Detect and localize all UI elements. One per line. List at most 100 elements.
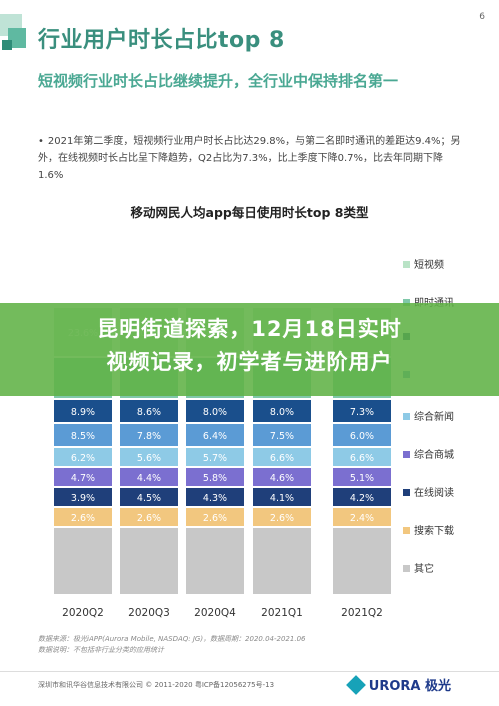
bar-segment — [253, 528, 311, 594]
body-text: 2021年第二季度，短视频行业用户时长占比达29.8%，与第二名即时通讯的差距达… — [38, 136, 461, 181]
data-label: 8.9% — [71, 407, 95, 418]
bar-segment — [54, 528, 112, 594]
bar-segment — [333, 508, 391, 526]
bar-segment — [186, 424, 244, 446]
legend-label: 短视频 — [414, 260, 444, 271]
category-label: 2020Q2 — [62, 607, 104, 619]
bar-segment — [253, 424, 311, 446]
bar-segment — [186, 508, 244, 526]
data-label: 2.6% — [137, 513, 161, 524]
data-label: 4.6% — [270, 473, 294, 484]
legend-label: 在线阅读 — [414, 488, 454, 499]
copyright-text: 深圳市和讯华谷信息技术有限公司 © 2011-2020 粤ICP备1205627… — [38, 681, 275, 689]
data-label: 2.4% — [350, 513, 374, 524]
data-label: 2.6% — [270, 513, 294, 524]
bar-segment — [54, 424, 112, 446]
legend-swatch — [403, 489, 410, 496]
bar-segment — [54, 508, 112, 526]
data-label: 8.6% — [137, 407, 161, 418]
bar-segment — [333, 448, 391, 466]
bar-segment — [120, 508, 178, 526]
data-label: 6.6% — [350, 453, 374, 464]
bar-segment — [186, 400, 244, 422]
legend-label: 综合新闻 — [414, 412, 454, 423]
data-label: 4.3% — [203, 493, 227, 504]
data-label: 4.4% — [137, 473, 161, 484]
bar-segment — [253, 400, 311, 422]
data-label: 8.0% — [203, 407, 227, 418]
overlay-line-2: 视频记录，初学者与进阶用户 — [106, 350, 393, 374]
data-label: 7.5% — [270, 431, 294, 442]
bar-segment — [333, 424, 391, 446]
legend-label: 综合商城 — [414, 450, 454, 461]
bar-segment — [333, 488, 391, 506]
legend-swatch — [403, 527, 410, 534]
bar-segment — [120, 448, 178, 466]
footer-divider — [0, 671, 499, 672]
data-label: 2.6% — [203, 513, 227, 524]
data-label: 6.6% — [270, 453, 294, 464]
data-label: 5.7% — [203, 453, 227, 464]
category-label: 2021Q2 — [341, 607, 383, 619]
data-label: 4.5% — [137, 493, 161, 504]
bar-segment — [54, 448, 112, 466]
legend-swatch — [403, 451, 410, 458]
category-label: 2020Q4 — [194, 607, 236, 619]
bar-segment — [333, 528, 391, 594]
data-label: 4.7% — [71, 473, 95, 484]
data-label: 4.2% — [350, 493, 374, 504]
legend-swatch — [403, 565, 410, 572]
legend-label: 搜索下载 — [414, 526, 454, 537]
legend-item: 其它 — [403, 560, 434, 575]
bar-segment — [186, 488, 244, 506]
data-label: 4.1% — [270, 493, 294, 504]
footer-logo: URORA 极光 — [345, 675, 451, 695]
data-label: 6.2% — [71, 453, 95, 464]
bar-segment — [333, 400, 391, 422]
overlay-text: 昆明街道探索，12月18日实时 视频记录，初学者与进阶用户 — [0, 313, 499, 379]
bar-segment — [333, 468, 391, 486]
bar-segment — [54, 488, 112, 506]
bar-segment — [120, 424, 178, 446]
category-label: 2021Q1 — [261, 607, 303, 619]
legend-item: 综合商城 — [403, 446, 454, 461]
overlay-banner — [0, 303, 499, 396]
data-label: 5.6% — [137, 453, 161, 464]
bar-segment — [186, 448, 244, 466]
page-title: 行业用户时长占比top 8 — [38, 28, 285, 53]
bar-segment — [120, 488, 178, 506]
bar-segment — [253, 468, 311, 486]
legend-item: 在线阅读 — [403, 484, 454, 499]
bar-segment — [120, 400, 178, 422]
data-label: 6.0% — [350, 431, 374, 442]
overlay-line-1: 昆明街道探索，12月18日实时 — [97, 317, 402, 341]
source-line-2: 数据说明：不包括非行业分类的应用统计 — [38, 646, 164, 654]
source-line-1: 数据来源：极光iAPP(Aurora Mobile, NASDAQ: JG)，数… — [38, 635, 306, 643]
bar-segment — [120, 468, 178, 486]
legend-item: 搜索下载 — [403, 522, 454, 537]
data-label: 7.3% — [350, 407, 374, 418]
data-label: 2.6% — [71, 513, 95, 524]
data-label: 6.4% — [203, 431, 227, 442]
legend-item: 短视频 — [403, 256, 444, 271]
data-label: 5.8% — [203, 473, 227, 484]
bar-segment — [253, 508, 311, 526]
body-paragraph: • 2021年第二季度，短视频行业用户时长占比达29.8%，与第二名即时通讯的差距… — [38, 133, 468, 184]
bar-segment — [54, 400, 112, 422]
bar-segment — [186, 528, 244, 594]
data-label: 3.9% — [71, 493, 95, 504]
page-number: 6 — [479, 12, 485, 22]
chart-title: 移动网民人均app每日使用时长top 8类型 — [130, 205, 369, 220]
bar-segment — [120, 528, 178, 594]
category-label: 2020Q3 — [128, 607, 170, 619]
legend-item: 综合新闻 — [403, 408, 454, 423]
legend-swatch — [403, 261, 410, 268]
legend-swatch — [403, 299, 410, 306]
legend-label: 其它 — [414, 564, 434, 575]
brand-mark-icon — [0, 14, 26, 50]
data-label: 8.0% — [270, 407, 294, 418]
logo-text: URORA 极光 — [368, 679, 451, 694]
bar-segment — [54, 468, 112, 486]
page-subtitle: 短视频行业时长占比继续提升，全行业中保持排名第一 — [38, 72, 399, 90]
legend-swatch — [403, 413, 410, 420]
